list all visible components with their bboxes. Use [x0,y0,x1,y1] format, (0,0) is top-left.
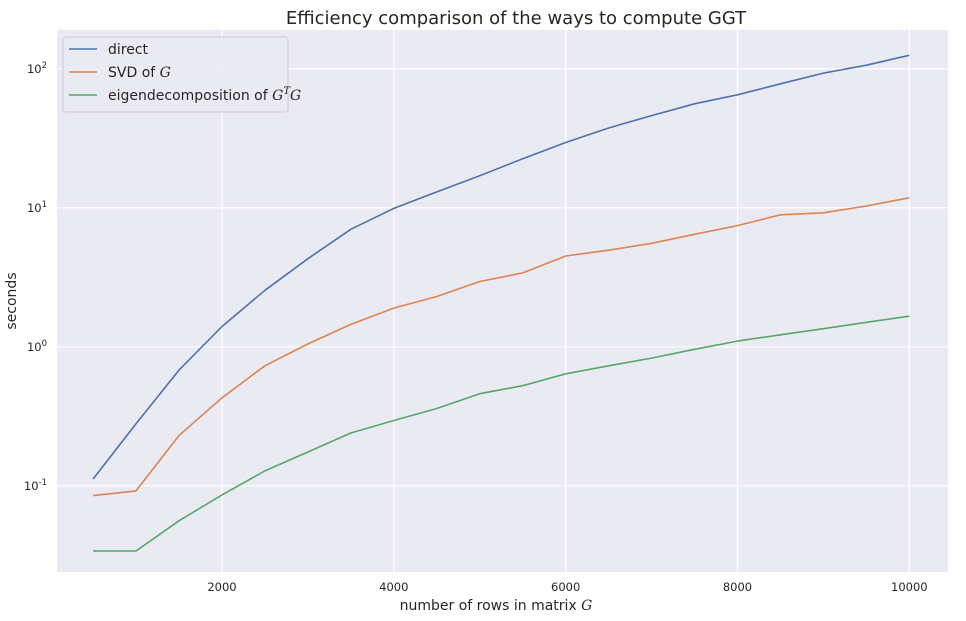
y-tick-label: 10-1 [24,478,47,493]
legend-frame [62,36,289,113]
x-axis-label: number of rows in matrix G [400,598,593,614]
y-tick-exponent: 0 [42,339,47,349]
x-tick-label: 10000 [891,580,928,594]
series-line-1 [93,197,910,497]
x-tick-label: 8000 [723,580,752,594]
y-tick-base: 10 [27,62,42,76]
x-tick-label: 4000 [379,580,408,594]
plot-area [57,30,948,572]
y-axis-label: seconds [4,272,20,329]
series-lines [92,54,910,552]
legend-label-text: eigendecomposition of [108,88,272,104]
x-axis-label-var: G [581,598,592,614]
series-line-2 [93,315,910,552]
x-axis-label-text: number of rows in matrix [400,598,577,614]
series-line-0 [92,54,910,480]
x-tick-labels: 2000 4000 6000 8000 10000 [207,580,927,594]
y-tick-base: 10 [27,340,42,354]
y-tick-exponent: -1 [39,478,47,488]
legend-label-math2: G [290,88,301,104]
x-gridlines [221,30,910,572]
y-tick-base: 10 [24,479,39,493]
legend-label-0: direct [108,42,149,58]
x-tick-label: 6000 [551,580,580,594]
y-tick-exponent: 2 [42,61,47,71]
y-tick-label: 100 [27,339,47,354]
legend-label-math: G [272,88,283,104]
legend-label-text: direct [108,42,149,58]
legend-label-1: SVD of G [108,65,171,81]
y-tick-label: 101 [27,200,47,215]
y-tick-label: 102 [27,61,47,76]
legend-label-sup: T [283,86,291,97]
legend-label-text: SVD of [108,65,160,81]
legend-label-math: G [160,65,171,81]
x-tick-label: 2000 [207,580,236,594]
y-tick-exponent: 1 [42,200,47,210]
chart-title: Efficiency comparison of the ways to com… [286,8,747,29]
legend-label-2: eigendecomposition of GTG [108,86,301,104]
y-tick-base: 10 [27,201,42,215]
